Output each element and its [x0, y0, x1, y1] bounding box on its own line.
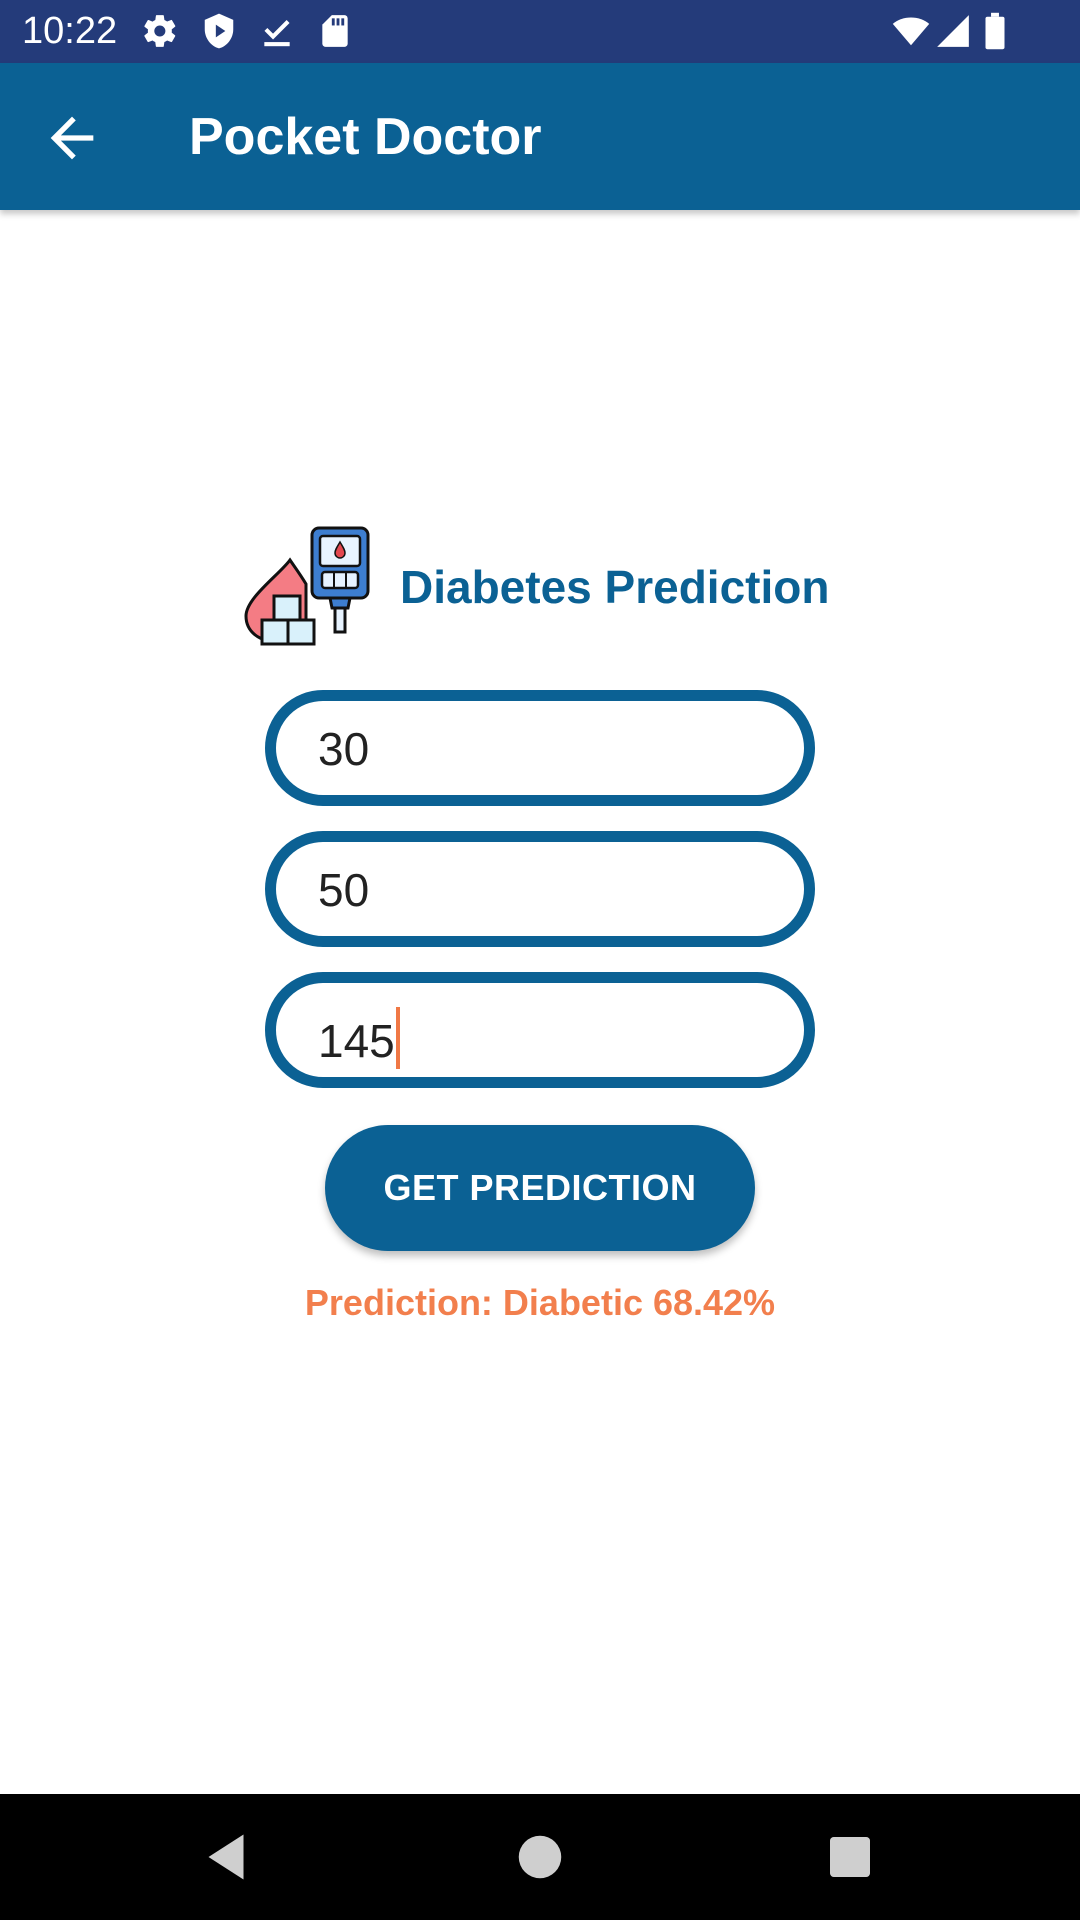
app-bar: Pocket Doctor: [0, 63, 1080, 210]
wifi-icon: [890, 12, 932, 50]
input-field-1[interactable]: 30: [265, 690, 815, 806]
shield-play-icon: [200, 12, 238, 50]
prediction-result: Prediction: Diabetic 68.42%: [304, 1282, 776, 1323]
recents-square-icon: [830, 1837, 870, 1877]
cell-signal-icon: [934, 12, 972, 50]
input-field-2-value: 50: [318, 864, 370, 916]
input-field-3[interactable]: 145: [265, 972, 815, 1088]
nav-recents-button[interactable]: [820, 1827, 880, 1887]
input-field-1-value: 30: [318, 723, 370, 775]
battery-icon: [980, 12, 1010, 50]
sd-card-icon: [316, 12, 354, 50]
arrow-back-icon: [50, 116, 94, 160]
back-triangle-icon: [208, 1834, 244, 1880]
nav-back-button[interactable]: [196, 1827, 256, 1887]
input-field-3-value: 145: [318, 1015, 395, 1067]
navigation-bar: [0, 1794, 1080, 1920]
get-prediction-button[interactable]: GET PREDICTION: [325, 1125, 755, 1251]
glucose-meter-icon: [240, 524, 376, 646]
status-bar: 10:22: [0, 0, 1080, 63]
input-field-2[interactable]: 50: [265, 831, 815, 947]
app-title: Pocket Doctor: [189, 108, 542, 166]
text-cursor: [395, 1007, 400, 1069]
download-done-icon: [258, 12, 296, 50]
nav-home-button[interactable]: [510, 1827, 570, 1887]
back-button[interactable]: [40, 106, 104, 170]
page-title: Diabetes Prediction: [400, 561, 830, 613]
status-time: 10:22: [22, 10, 118, 52]
input-field-3-wrapper: 145: [318, 1007, 400, 1069]
home-circle-icon: [518, 1835, 562, 1879]
settings-gear-icon: [141, 12, 179, 50]
